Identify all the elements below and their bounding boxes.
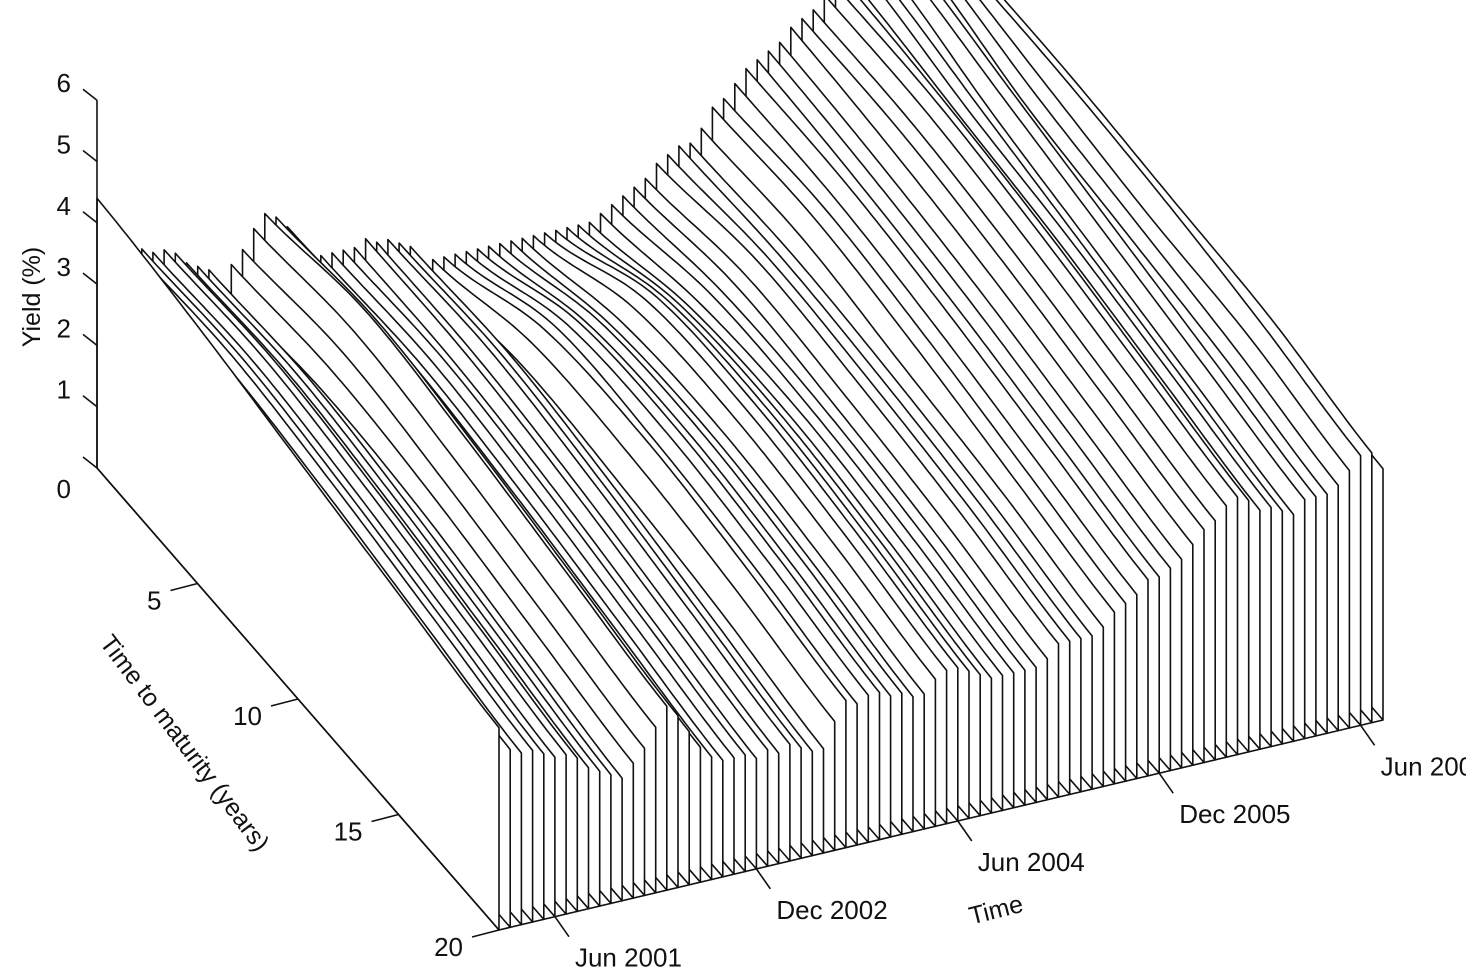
yield-tick-label: 4 [57,191,71,221]
maturity-ticks-group: 5 10 15 20 [147,582,500,962]
yield-tick-label: 6 [57,68,71,98]
maturity-tick-mark [170,582,198,592]
maturity-tick-mark [371,813,399,823]
yield-curve-jan-2001 [96,197,500,931]
time-axis-line [498,719,1384,931]
maturity-tick-mark [270,698,299,707]
yield-tick-mark [82,333,98,347]
time-tick-mark [1158,772,1174,794]
yield-tick-label: 0 [57,474,71,504]
time-tick-label: Jun 2007 [1381,751,1466,781]
time-tick-mark [554,916,570,938]
yield-tick-mark [82,395,98,408]
yield-axis-title: Yield (%) [18,247,46,348]
time-tick-label: Jun 2001 [575,943,682,973]
yield-tick-mark [82,149,98,163]
maturity-tick-mark [471,929,500,938]
yield-tick-mark [82,456,98,469]
maturity-tick-label: 10 [233,701,262,731]
yield-tick-mark [82,211,98,224]
maturity-axis-title: Time to maturity (years) [94,630,275,857]
time-tick-label: Dec 2005 [1179,799,1290,829]
yield-tick-label: 1 [57,375,71,405]
time-axis-title: Time [966,890,1026,930]
time-tick-label: Jun 2004 [978,847,1085,877]
yield-tick-label: 3 [57,252,71,282]
yield-tick-label: 2 [57,313,71,343]
maturity-tick-label: 20 [434,932,463,962]
time-tick-mark [1359,724,1376,746]
yield-curve-series-group [96,0,1384,931]
yield-tick-mark [82,272,98,285]
time-tick-mark [957,820,973,842]
time-tick-mark [755,868,772,890]
time-ticks-group: Jun 2001 Dec 2002 Jun 2004 Dec 2005 Jun 2007 [554,724,1466,973]
maturity-tick-label: 5 [147,586,161,616]
maturity-tick-label: 15 [334,817,363,847]
time-tick-label: Dec 2002 [776,895,887,925]
yield-tick-label: 5 [57,130,71,160]
yield-ticks-group: 0 1 2 3 4 5 6 [57,68,98,504]
yield-tick-mark [82,88,98,101]
